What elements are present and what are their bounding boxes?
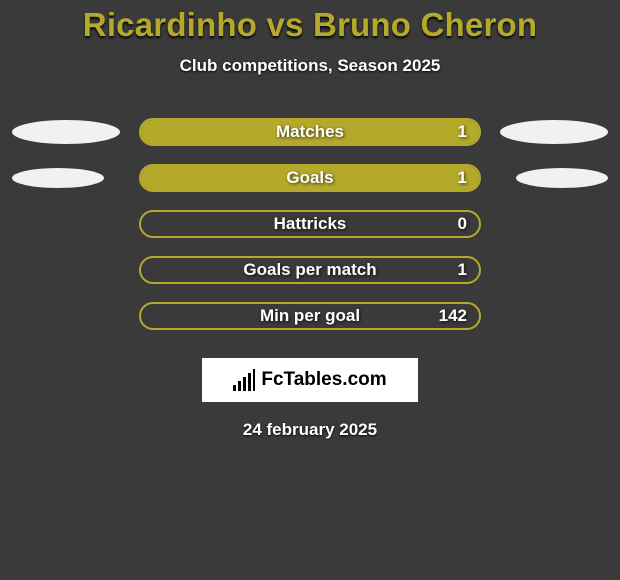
stat-label: Goals per match	[141, 260, 479, 280]
stat-row: Matches1	[10, 118, 610, 146]
vs-separator: vs	[257, 6, 313, 43]
stat-value: 0	[458, 214, 467, 234]
player2-name: Bruno Cheron	[313, 6, 537, 43]
stat-bar-fill	[141, 120, 479, 144]
stat-bar: Goals per match1	[139, 256, 481, 284]
player1-name: Ricardinho	[83, 6, 257, 43]
stat-bar: Hattricks0	[139, 210, 481, 238]
player1-oval	[12, 120, 120, 144]
stat-row: Hattricks0	[10, 210, 610, 238]
stat-bar: Goals1	[139, 164, 481, 192]
stat-bar: Min per goal142	[139, 302, 481, 330]
stat-row: Min per goal142	[10, 302, 610, 330]
logo-box: FcTables.com	[202, 358, 418, 402]
stat-row: Goals per match1	[10, 256, 610, 284]
player2-oval	[516, 168, 608, 188]
date-label: 24 february 2025	[0, 420, 620, 440]
subtitle: Club competitions, Season 2025	[0, 56, 620, 76]
stats-list: Matches1Goals1Hattricks0Goals per match1…	[0, 118, 620, 330]
stat-label: Min per goal	[141, 306, 479, 326]
stat-value: 1	[458, 260, 467, 280]
player2-oval	[500, 120, 608, 144]
stat-bar: Matches1	[139, 118, 481, 146]
logo-text: FcTables.com	[261, 369, 386, 391]
stat-label: Hattricks	[141, 214, 479, 234]
bar-chart-icon	[233, 369, 255, 391]
stat-value: 142	[439, 306, 467, 326]
player1-oval	[12, 168, 104, 188]
stat-bar-fill	[141, 166, 479, 190]
stat-row: Goals1	[10, 164, 610, 192]
page-title: Ricardinho vs Bruno Cheron	[0, 0, 620, 44]
comparison-infographic: Ricardinho vs Bruno Cheron Club competit…	[0, 0, 620, 580]
